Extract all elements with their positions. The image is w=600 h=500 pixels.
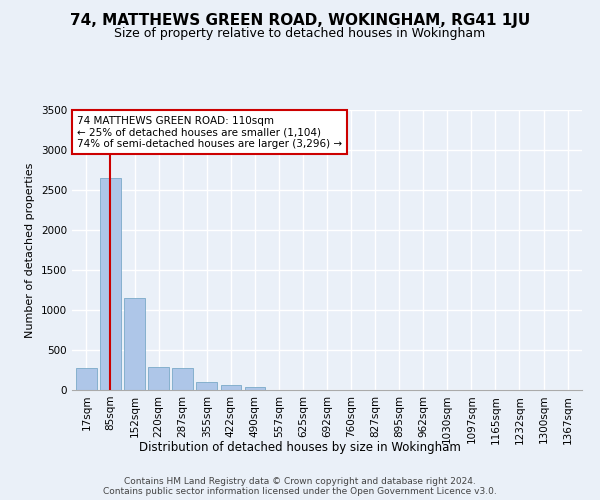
Text: Distribution of detached houses by size in Wokingham: Distribution of detached houses by size … [139, 441, 461, 454]
Bar [124, 298, 145, 390]
Bar [76, 368, 97, 390]
Bar [148, 367, 169, 390]
Bar [100, 178, 121, 390]
Bar [196, 382, 217, 390]
Text: Size of property relative to detached houses in Wokingham: Size of property relative to detached ho… [115, 28, 485, 40]
Bar [221, 385, 241, 390]
Bar [245, 387, 265, 390]
Text: Contains public sector information licensed under the Open Government Licence v3: Contains public sector information licen… [103, 486, 497, 496]
Text: Contains HM Land Registry data © Crown copyright and database right 2024.: Contains HM Land Registry data © Crown c… [124, 476, 476, 486]
Text: 74, MATTHEWS GREEN ROAD, WOKINGHAM, RG41 1JU: 74, MATTHEWS GREEN ROAD, WOKINGHAM, RG41… [70, 12, 530, 28]
Y-axis label: Number of detached properties: Number of detached properties [25, 162, 35, 338]
Bar [172, 368, 193, 390]
Text: 74 MATTHEWS GREEN ROAD: 110sqm
← 25% of detached houses are smaller (1,104)
74% : 74 MATTHEWS GREEN ROAD: 110sqm ← 25% of … [77, 116, 342, 149]
